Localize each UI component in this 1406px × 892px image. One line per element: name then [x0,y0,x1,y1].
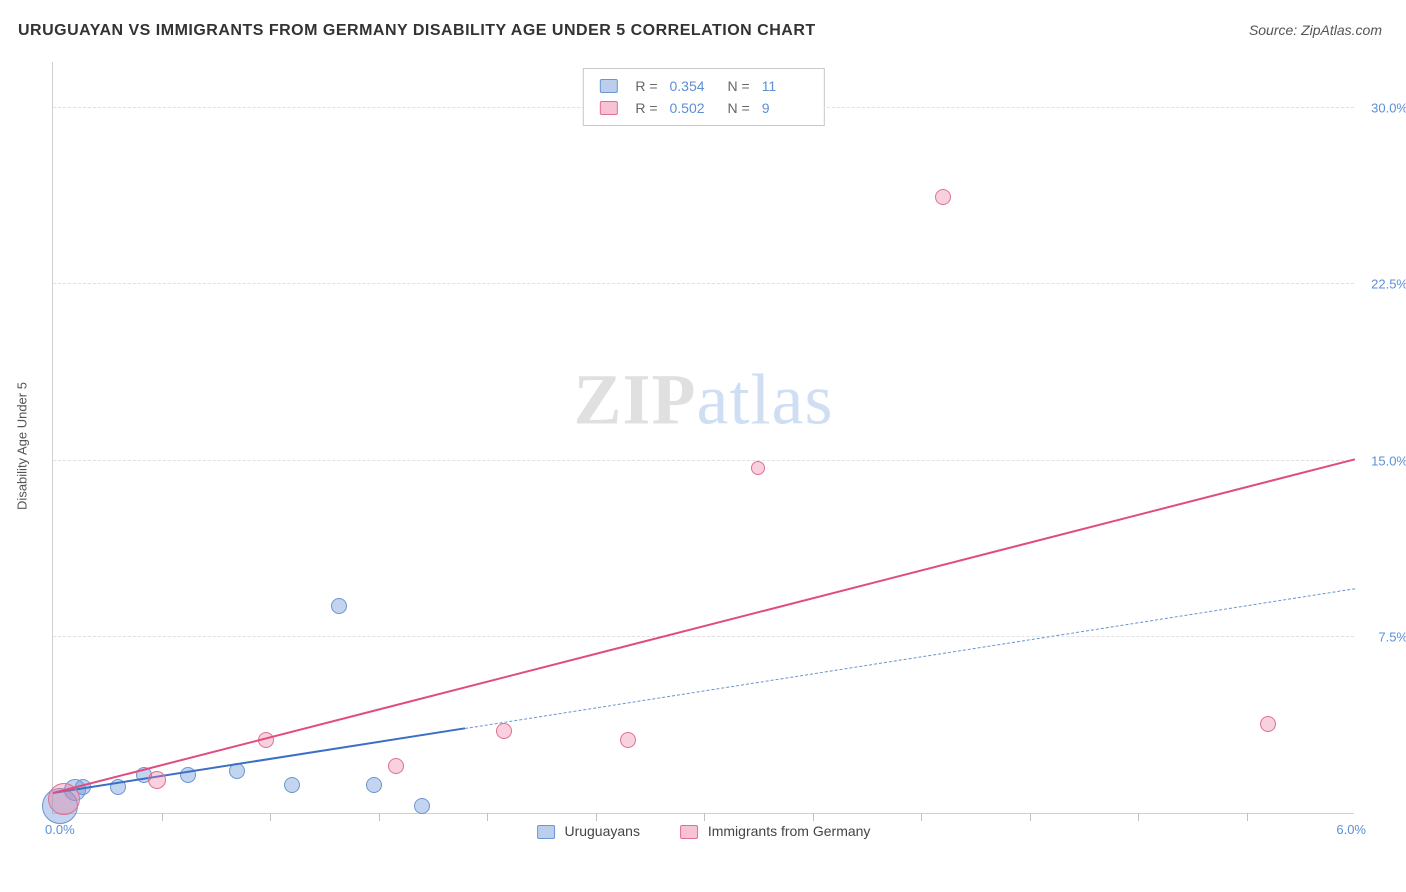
x-tick [813,813,814,821]
y-axis-label: Disability Age Under 5 [15,382,30,510]
x-tick [379,813,380,821]
watermark-zip: ZIP [574,359,697,439]
swatch-pink-icon [680,825,698,839]
scatter-point-germany [935,189,951,205]
scatter-point-germany [751,461,765,475]
stat-label-n: N = [728,75,750,97]
chart-title: URUGUAYAN VS IMMIGRANTS FROM GERMANY DIS… [18,22,816,40]
scatter-point-uruguayans [366,777,382,793]
stat-value-n: 11 [762,75,808,97]
y-tick-label: 30.0% [1371,101,1406,116]
legend: Uruguayans Immigrants from Germany [537,823,871,839]
scatter-point-uruguayans [284,777,300,793]
swatch-pink-icon [599,101,617,115]
scatter-point-uruguayans [414,798,430,814]
correlation-stats-box: R = 0.354 N = 11 R = 0.502 N = 9 [582,68,824,126]
swatch-blue-icon [537,825,555,839]
stats-row: R = 0.502 N = 9 [599,97,807,119]
chart-plot-area: ZIPatlas 7.5%15.0%22.5%30.0% 0.0% 6.0% R… [52,62,1354,814]
source-name: ZipAtlas.com [1301,22,1382,38]
x-tick [162,813,163,821]
legend-item: Uruguayans [537,823,640,839]
x-tick [487,813,488,821]
y-tick-label: 15.0% [1371,453,1406,468]
watermark: ZIPatlas [574,358,834,441]
x-tick [270,813,271,821]
watermark-atlas: atlas [697,359,834,439]
swatch-blue-icon [599,79,617,93]
x-tick [1030,813,1031,821]
x-tick [704,813,705,821]
legend-label: Uruguayans [564,823,640,839]
source-attribution: Source: ZipAtlas.com [1249,22,1382,38]
scatter-point-germany [496,723,512,739]
stats-row: R = 0.354 N = 11 [599,75,807,97]
x-tick [1138,813,1139,821]
stat-value-r: 0.354 [670,75,716,97]
source-prefix: Source: [1249,22,1301,38]
legend-item: Immigrants from Germany [680,823,870,839]
scatter-point-uruguayans [331,598,347,614]
stat-label-r: R = [635,97,657,119]
x-tick [596,813,597,821]
stat-label-n: N = [728,97,750,119]
x-axis-min-label: 0.0% [45,822,75,837]
scatter-point-germany [620,732,636,748]
stat-value-r: 0.502 [670,97,716,119]
x-axis-max-label: 6.0% [1336,822,1366,837]
trendline-germany [53,459,1355,795]
scatter-point-germany [1260,716,1276,732]
trendline-uruguayans-dashed [465,589,1355,730]
scatter-point-germany [388,758,404,774]
gridline [53,636,1354,637]
x-tick [1247,813,1248,821]
y-tick-label: 7.5% [1378,629,1406,644]
gridline [53,283,1354,284]
scatter-point-germany [148,771,166,789]
gridline [53,460,1354,461]
legend-label: Immigrants from Germany [708,823,871,839]
y-tick-label: 22.5% [1371,277,1406,292]
stat-label-r: R = [635,75,657,97]
stat-value-n: 9 [762,97,808,119]
x-tick [921,813,922,821]
